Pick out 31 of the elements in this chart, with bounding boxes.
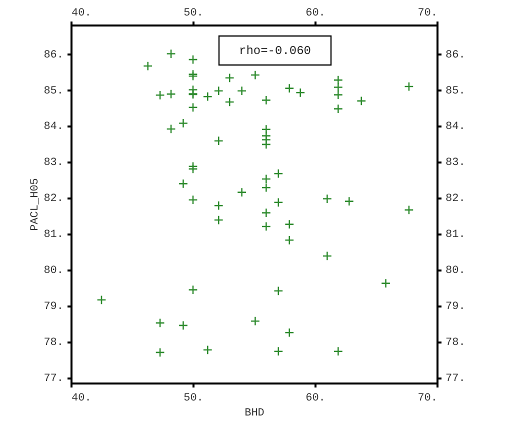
annotation: rho=-0.060 [238, 44, 312, 58]
x2-tick-label: 70. [418, 392, 438, 404]
y-tick-label: 86. [44, 49, 64, 62]
y2-tick-label: 80. [446, 265, 466, 278]
y-tick-label: 82. [44, 193, 64, 206]
y-tick-label: 83. [44, 157, 64, 170]
x-tick-label: 40. [72, 8, 92, 20]
y-tick-label: 79. [44, 301, 64, 314]
y2-tick-label: 84. [446, 121, 466, 134]
y-tick-label: 81. [44, 229, 64, 242]
y-axis-title: PACL_H05 [30, 178, 42, 231]
y-tick-label: 77. [44, 373, 64, 386]
y2-tick-label: 78. [446, 337, 466, 350]
y2-tick-label: 86. [446, 49, 466, 62]
y2-tick-label: 82. [446, 193, 466, 206]
x-axis-title: BHD [244, 408, 265, 420]
y-tick-label: 78. [44, 337, 64, 350]
y2-tick-label: 77. [446, 373, 466, 386]
y2-tick-label: 83. [446, 157, 466, 170]
x-tick-label: 70. [418, 8, 438, 20]
x-tick-label: 60. [306, 8, 326, 20]
y-tick-label: 85. [44, 85, 64, 98]
x2-tick-label: 40. [72, 392, 92, 404]
x2-tick-label: 50. [184, 392, 204, 404]
x2-tick-label: 60. [306, 392, 326, 404]
y2-tick-label: 81. [446, 229, 466, 242]
y-tick-label: 80. [44, 265, 64, 278]
x-tick-label: 50. [184, 8, 204, 20]
y2-tick-label: 85. [446, 85, 466, 98]
y-tick-label: 84. [44, 121, 64, 134]
y2-tick-label: 79. [446, 301, 466, 314]
